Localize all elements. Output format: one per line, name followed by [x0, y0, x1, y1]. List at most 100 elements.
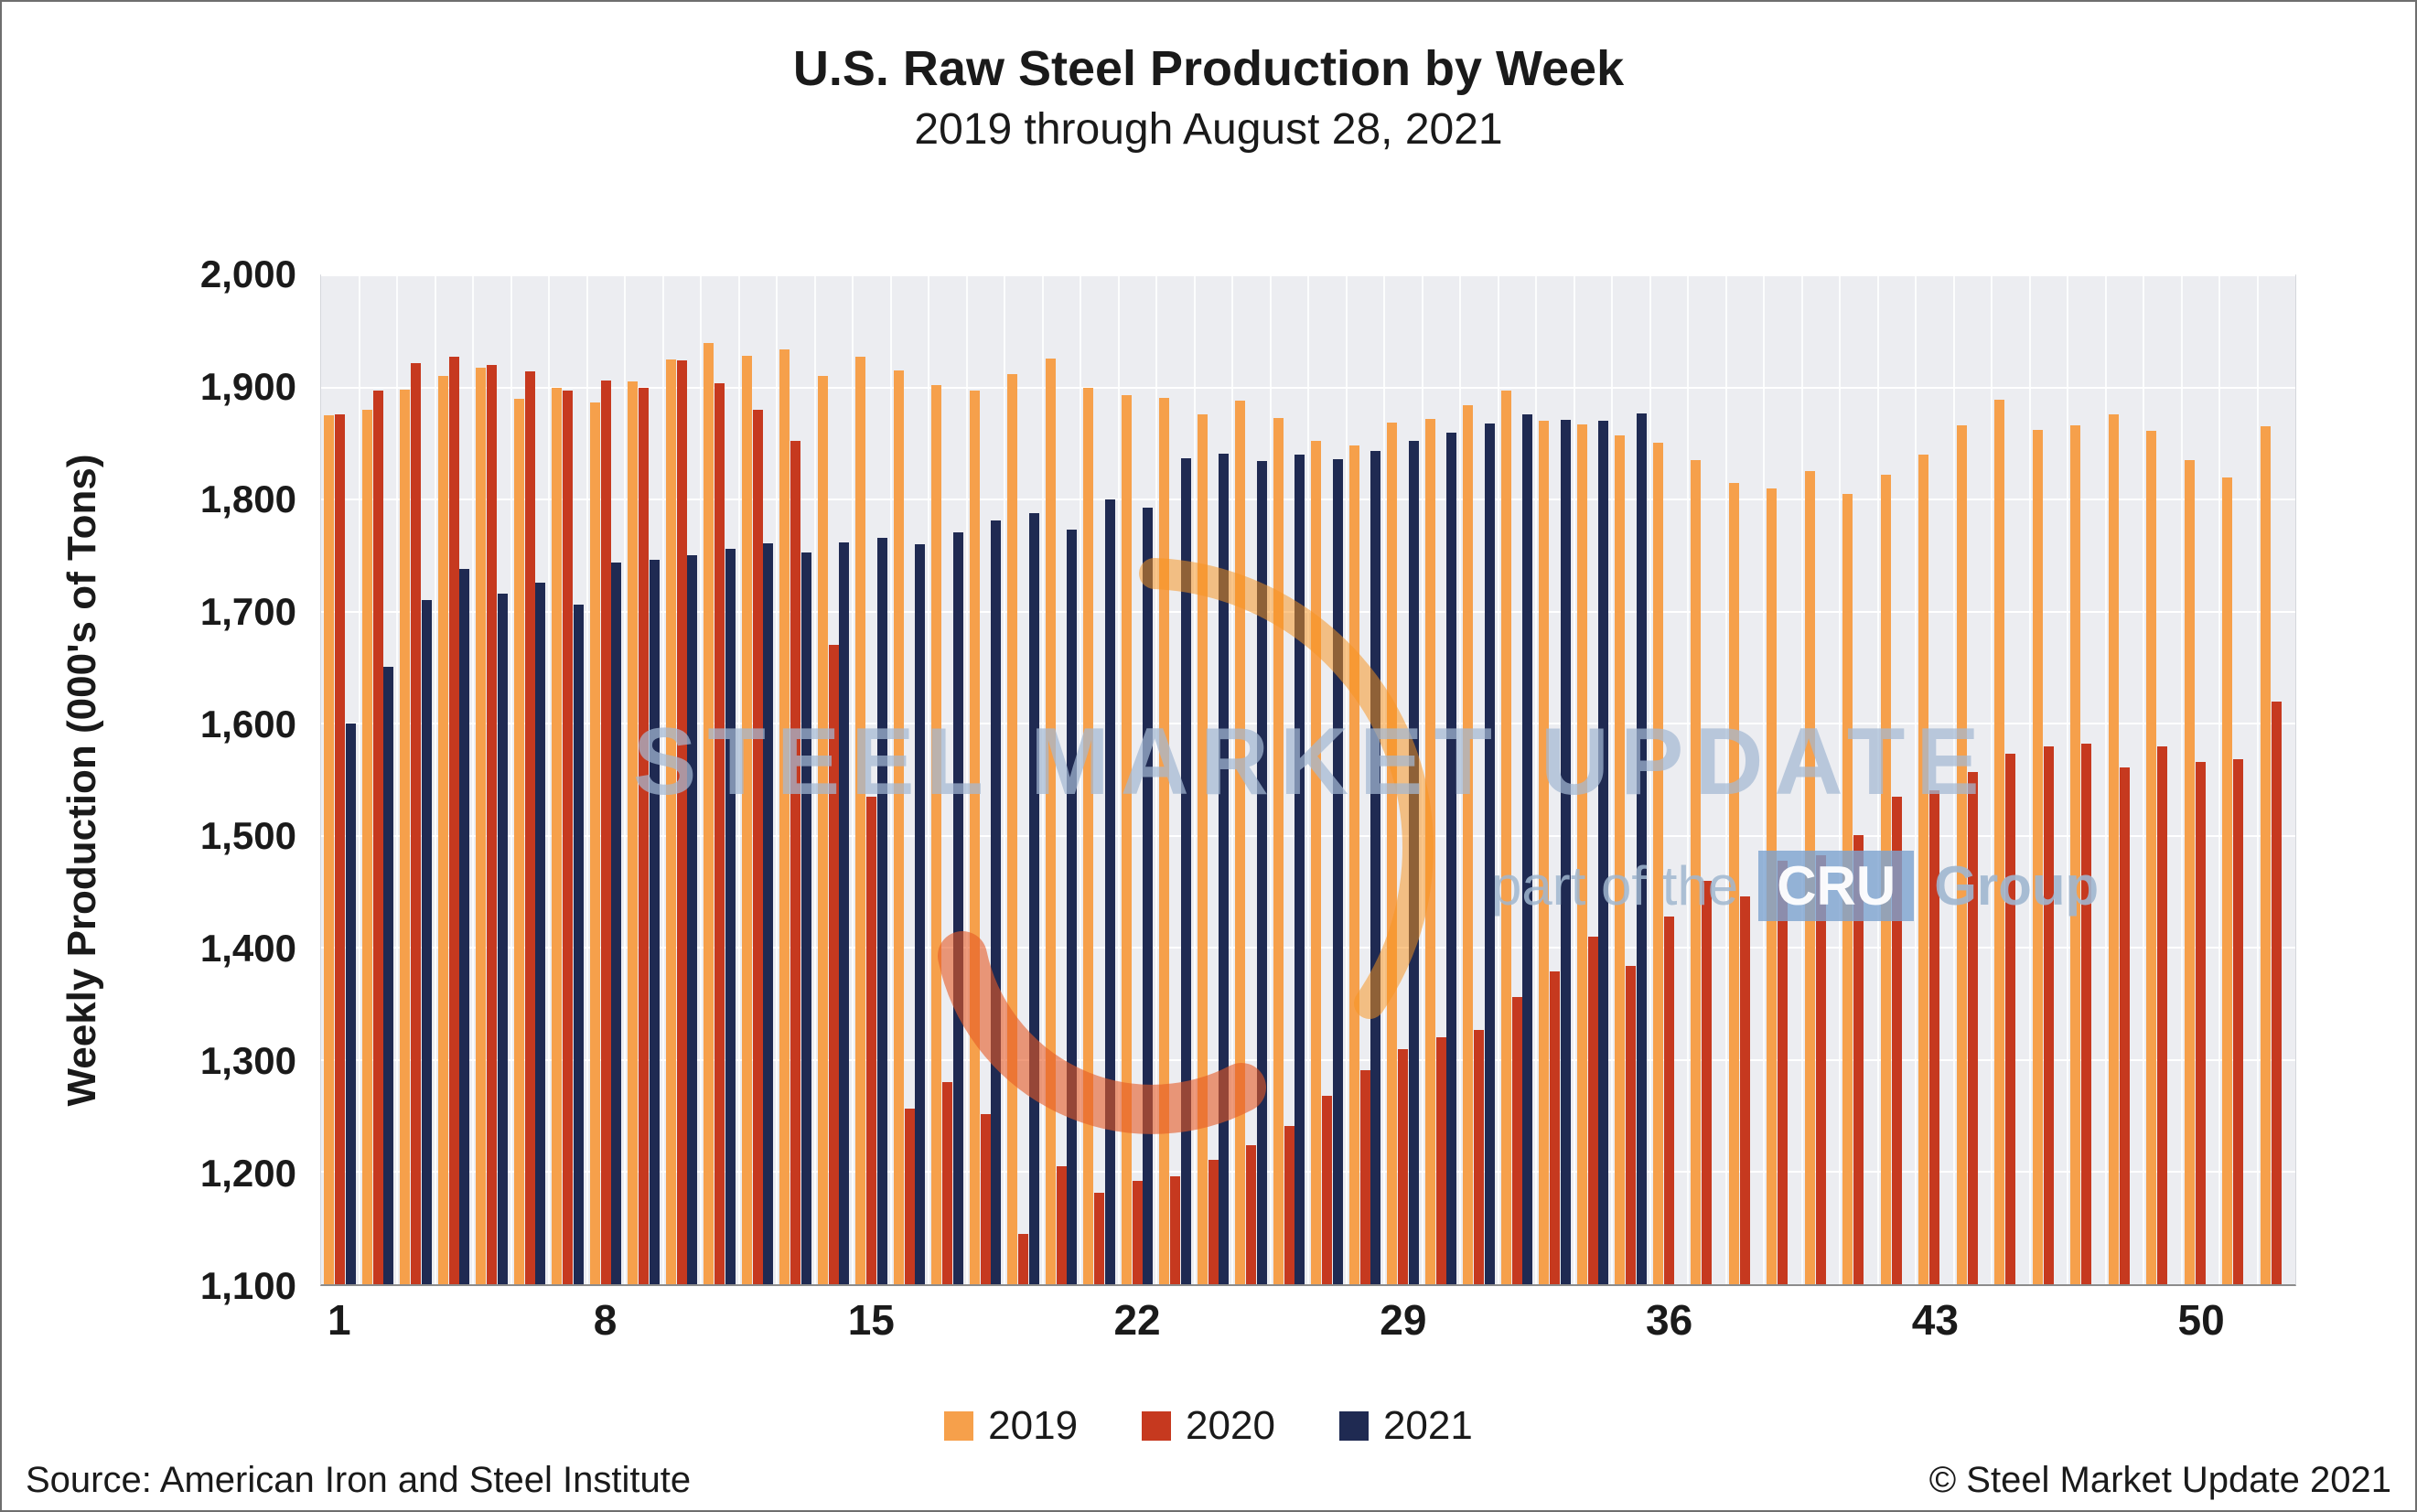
- bar-2020-wk25: [1246, 1145, 1257, 1284]
- bar-2020-wk28: [1359, 1069, 1370, 1284]
- x-tick-label-1: 1: [327, 1296, 351, 1344]
- bar-2020-wk18: [980, 1113, 991, 1284]
- x-tick-label-15: 15: [847, 1296, 895, 1344]
- bar-2019-wk37: [1691, 460, 1702, 1284]
- v-gridline: [585, 275, 588, 1284]
- legend: 2019 2020 2021: [2, 1403, 2415, 1449]
- v-gridline: [1952, 275, 1955, 1284]
- bar-2020-wk3: [411, 362, 422, 1284]
- bar-2019-wk15: [855, 357, 866, 1284]
- bar-2019-wk39: [1767, 488, 1778, 1284]
- bar-2021-wk16: [915, 544, 926, 1284]
- bar-2020-wk23: [1170, 1176, 1181, 1284]
- bar-2019-wk52: [2260, 426, 2271, 1284]
- legend-item-2020: 2020: [1142, 1403, 1275, 1449]
- bar-2019-wk31: [1463, 405, 1474, 1284]
- v-gridline: [1269, 275, 1272, 1284]
- bar-2019-wk5: [476, 367, 487, 1284]
- bar-2019-wk42: [1880, 475, 1891, 1284]
- v-gridline: [1231, 275, 1233, 1284]
- y-tick-label-1100: 1,100: [199, 1264, 296, 1307]
- x-tick-label-50: 50: [2177, 1296, 2225, 1344]
- v-gridline: [776, 275, 778, 1284]
- bar-2020-wk37: [1702, 880, 1713, 1284]
- bar-2020-wk48: [2119, 767, 2130, 1284]
- v-gridline: [2256, 275, 2259, 1284]
- v-gridline: [1155, 275, 1157, 1284]
- x-axis-ticks: 1 8 15 22 29 36 43 50: [320, 1299, 2296, 1350]
- bar-2021-wk35: [1636, 413, 1647, 1284]
- legend-label-2021: 2021: [1382, 1403, 1473, 1448]
- y-tick-label-1700: 1,700: [199, 589, 296, 633]
- x-tick-label-43: 43: [1911, 1296, 1959, 1344]
- v-gridline: [1991, 275, 1993, 1284]
- bar-2020-wk51: [2233, 759, 2244, 1284]
- bar-2019-wk18: [969, 391, 980, 1284]
- bar-2020-wk21: [1094, 1192, 1105, 1284]
- bar-2019-wk2: [361, 410, 372, 1284]
- bar-2020-wk49: [2157, 745, 2168, 1284]
- bar-2021-wk32: [1522, 413, 1533, 1284]
- v-gridline: [889, 275, 892, 1284]
- v-gridline: [965, 275, 968, 1284]
- v-gridline: [548, 275, 550, 1284]
- bar-2020-wk29: [1398, 1048, 1409, 1284]
- bar-2020-wk41: [1853, 834, 1864, 1284]
- bar-2020-wk31: [1474, 1029, 1485, 1284]
- bar-2019-wk21: [1083, 387, 1094, 1284]
- v-gridline: [510, 275, 512, 1284]
- v-gridline: [1915, 275, 1917, 1284]
- v-gridline: [2180, 275, 2183, 1284]
- v-gridline: [1839, 275, 1841, 1284]
- bar-2019-wk16: [893, 370, 904, 1284]
- bar-2020-wk24: [1208, 1159, 1219, 1284]
- bar-2021-wk21: [1104, 499, 1115, 1284]
- bar-2021-wk33: [1560, 420, 1571, 1284]
- bar-2019-wk34: [1576, 424, 1587, 1284]
- bar-2019-wk32: [1500, 391, 1511, 1284]
- v-gridline: [700, 275, 702, 1284]
- bar-2019-wk47: [2070, 425, 2081, 1284]
- v-gridline: [661, 275, 664, 1284]
- bar-2021-wk25: [1256, 461, 1267, 1284]
- bar-2021-wk29: [1408, 441, 1419, 1284]
- bar-2021-wk11: [725, 549, 736, 1284]
- legend-item-2021: 2021: [1338, 1403, 1473, 1449]
- legend-swatch-2020: [1142, 1411, 1172, 1441]
- bar-2020-wk44: [1967, 771, 1978, 1284]
- bar-2019-wk3: [400, 390, 411, 1284]
- y-tick-label-1800: 1,800: [199, 477, 296, 520]
- bar-2019-wk10: [665, 359, 676, 1284]
- v-gridline: [358, 275, 360, 1284]
- v-gridline: [1459, 275, 1461, 1284]
- v-gridline: [852, 275, 854, 1284]
- bar-2019-wk20: [1045, 358, 1056, 1284]
- legend-item-2019: 2019: [944, 1403, 1078, 1449]
- y-tick-label-1300: 1,300: [199, 1039, 296, 1083]
- y-tick-label-1600: 1,600: [199, 702, 296, 745]
- v-gridline: [1649, 275, 1651, 1284]
- bar-2020-wk34: [1587, 937, 1598, 1284]
- bar-2019-wk17: [931, 385, 942, 1284]
- v-gridline: [1497, 275, 1499, 1284]
- bar-2020-wk1: [335, 413, 346, 1284]
- bar-2020-wk35: [1626, 965, 1637, 1284]
- bar-2019-wk49: [2146, 431, 2157, 1284]
- legend-label-2019: 2019: [988, 1403, 1079, 1448]
- x-tick-label-22: 22: [1113, 1296, 1161, 1344]
- bar-2021-wk5: [497, 594, 508, 1284]
- bar-2021-wk2: [383, 666, 394, 1284]
- bar-2021-wk17: [952, 531, 963, 1284]
- bar-2021-wk30: [1446, 432, 1457, 1284]
- bar-2021-wk13: [800, 552, 811, 1284]
- bar-2020-wk9: [639, 387, 650, 1284]
- x-tick-label-36: 36: [1646, 1296, 1693, 1344]
- v-gridline: [1763, 275, 1765, 1284]
- bar-2019-wk38: [1728, 482, 1739, 1284]
- bar-2020-wk50: [2195, 761, 2206, 1284]
- bar-2020-wk15: [866, 796, 877, 1284]
- v-gridline: [813, 275, 816, 1284]
- bar-2021-wk1: [345, 724, 356, 1284]
- bar-2019-wk22: [1121, 395, 1132, 1284]
